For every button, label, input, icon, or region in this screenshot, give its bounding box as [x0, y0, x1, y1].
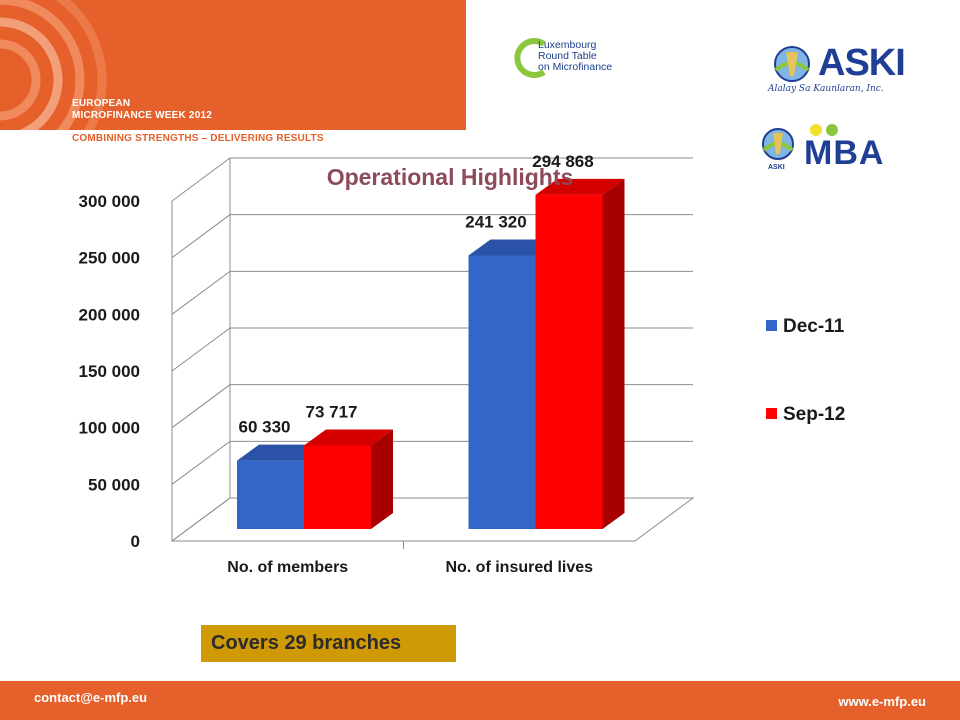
bar-front: [304, 445, 371, 529]
green-ring-icon: [514, 38, 546, 78]
footer-bar: contact@e-mfp.eu www.e-mfp.eu: [0, 681, 960, 720]
contact-email-link[interactable]: contact@e-mfp.eu: [34, 690, 148, 705]
partner-logo-text: Luxembourg Round Table on Microfinance: [538, 39, 613, 73]
x-category-label: No. of insured lives: [445, 559, 593, 576]
website-link[interactable]: www.e-mfp.eu: [838, 694, 926, 709]
bar-side: [371, 429, 393, 529]
data-label: 60 330: [239, 418, 291, 437]
event-tagline: COMBINING STRENGTHS – DELIVERING RESULTS: [72, 133, 324, 144]
y-tick-label: 50 000: [88, 475, 140, 494]
y-tick-label: 0: [131, 532, 140, 551]
aski-logo-text: ASKI: [818, 42, 906, 84]
branches-callout: Covers 29 branches: [201, 625, 456, 662]
aski-logo: ASKI Alalay Sa Kaunlaran, Inc.: [768, 40, 908, 100]
y-tick-label: 250 000: [79, 249, 140, 268]
event-title: EUROPEAN MICROFINANCE WEEK 2012: [72, 98, 212, 121]
chart-title: Operational Highlights: [327, 164, 574, 190]
dots-icon: [810, 124, 838, 136]
luxembourg-round-table-logo: Luxembourg Round Table on Microfinance: [514, 32, 624, 92]
event-banner: EUROPEAN MICROFINANCE WEEK 2012: [0, 0, 466, 130]
y-tick-label: 100 000: [79, 419, 140, 438]
mba-logo-text: MBA: [804, 134, 885, 172]
bar-top: [304, 429, 393, 446]
mba-logo: MBA ASKI: [758, 122, 918, 178]
y-tick-label: 150 000: [79, 362, 140, 381]
globe-emblem-icon: [774, 46, 810, 82]
legend-swatch: [766, 408, 777, 419]
legend-swatch: [766, 320, 777, 331]
globe-emblem-icon: [762, 128, 794, 160]
aski-motto: Alalay Sa Kaunlaran, Inc.: [768, 84, 884, 94]
y-tick-label: 200 000: [79, 305, 140, 324]
mba-logo-small-text: ASKI: [768, 164, 785, 171]
data-label: 73 717: [306, 402, 358, 421]
bar-front: [237, 460, 304, 529]
bar-top: [468, 239, 558, 256]
radio-waves-icon: [0, 0, 107, 130]
legend-label: Dec-11: [783, 316, 845, 337]
bar-front: [468, 255, 536, 529]
operational-highlights-chart: 0 50 000 100 000 150 000 200 000 250 000 300 0…: [79, 152, 846, 576]
x-category-label: No. of members: [227, 559, 348, 576]
legend-label: Sep-12: [783, 404, 845, 425]
bar-side: [602, 178, 625, 529]
bar-top: [535, 178, 625, 195]
y-tick-label: 300 000: [79, 192, 140, 211]
bar-front: [535, 194, 603, 529]
data-label: 241 320: [465, 213, 526, 232]
bar-top: [237, 444, 326, 461]
data-label: 294 868: [532, 152, 593, 171]
